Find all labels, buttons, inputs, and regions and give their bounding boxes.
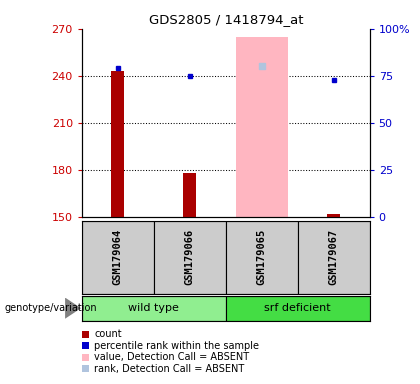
Title: GDS2805 / 1418794_at: GDS2805 / 1418794_at	[149, 13, 303, 26]
Polygon shape	[65, 298, 81, 319]
Bar	[154, 221, 226, 294]
Text: count: count	[94, 329, 122, 339]
Bar	[298, 221, 370, 294]
Text: GSM179064: GSM179064	[113, 229, 123, 285]
Text: GSM179065: GSM179065	[257, 229, 267, 285]
Bar	[327, 214, 340, 217]
Text: rank, Detection Call = ABSENT: rank, Detection Call = ABSENT	[94, 364, 245, 374]
Text: genotype/variation: genotype/variation	[4, 303, 97, 313]
Bar	[82, 221, 154, 294]
Text: GSM179066: GSM179066	[185, 229, 195, 285]
Text: GSM179067: GSM179067	[328, 229, 339, 285]
Text: srf deficient: srf deficient	[264, 303, 331, 313]
Bar	[82, 296, 226, 321]
Bar	[226, 221, 298, 294]
Bar	[226, 296, 370, 321]
Text: value, Detection Call = ABSENT: value, Detection Call = ABSENT	[94, 352, 249, 362]
Text: wild type: wild type	[129, 303, 179, 313]
Bar	[183, 173, 196, 217]
Text: percentile rank within the sample: percentile rank within the sample	[94, 341, 260, 351]
Bar	[111, 71, 124, 217]
Bar	[236, 36, 288, 217]
